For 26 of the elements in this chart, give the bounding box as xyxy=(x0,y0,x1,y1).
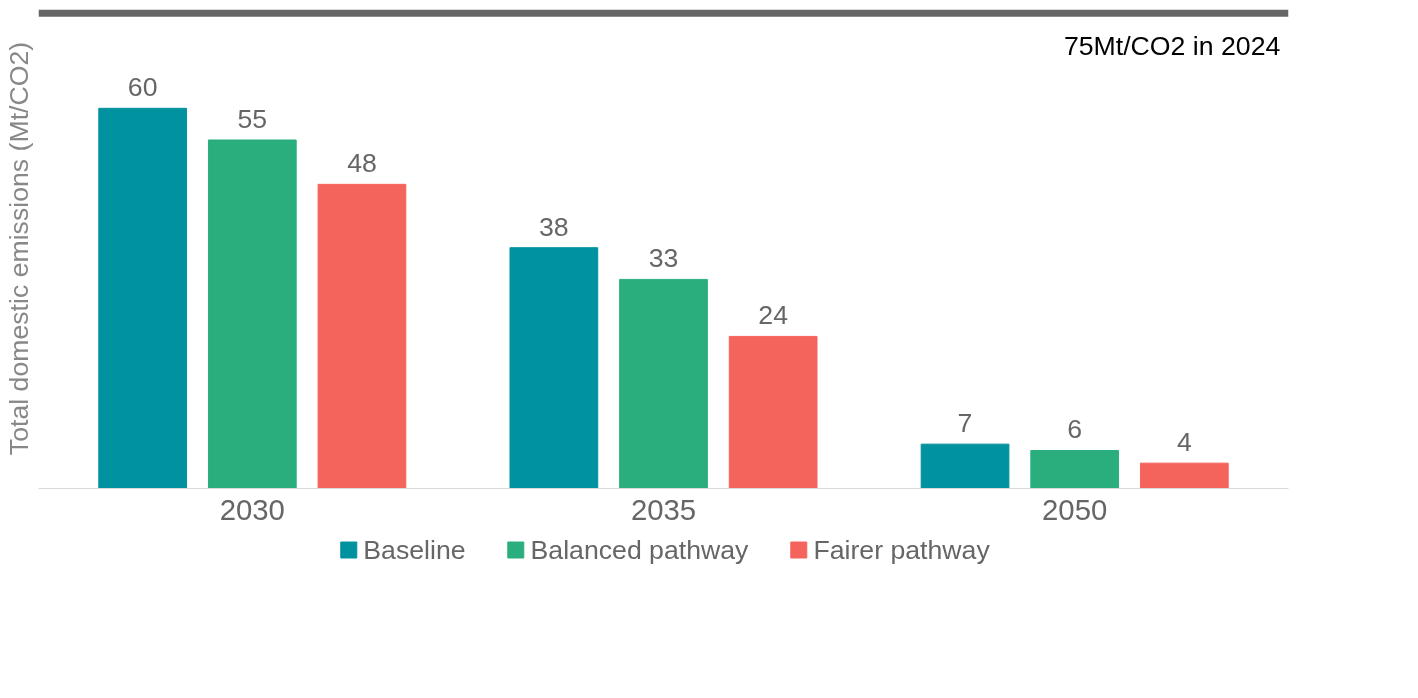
data-label: 60 xyxy=(127,72,158,103)
bar xyxy=(728,335,818,489)
data-label: 38 xyxy=(539,211,569,242)
legend-label: Fairer pathway xyxy=(813,534,990,565)
data-label: 55 xyxy=(237,103,268,134)
legend-label: Baseline xyxy=(363,534,466,565)
bar xyxy=(98,107,188,489)
bar xyxy=(207,139,297,489)
legend-label: Balanced pathway xyxy=(530,534,749,565)
data-label: 6 xyxy=(1067,414,1083,445)
bar xyxy=(1139,462,1229,489)
bar xyxy=(920,443,1010,489)
bar xyxy=(619,278,708,489)
data-label: 7 xyxy=(957,408,973,439)
data-label: 4 xyxy=(1176,427,1192,458)
y-axis-title: Total domestic emissions (Mt/CO2) xyxy=(3,41,34,456)
x-tick-label: 2030 xyxy=(219,492,285,526)
bar xyxy=(509,247,599,489)
x-tick-label: 2035 xyxy=(630,492,697,526)
data-label: 24 xyxy=(758,300,789,331)
bar xyxy=(317,183,407,489)
bar xyxy=(1030,449,1120,489)
x-tick-label: 2050 xyxy=(1042,492,1108,526)
data-label: 48 xyxy=(347,148,377,179)
ref-line-label: 75Mt/CO2 in 2024 xyxy=(1063,31,1281,62)
data-label: 33 xyxy=(648,243,679,274)
